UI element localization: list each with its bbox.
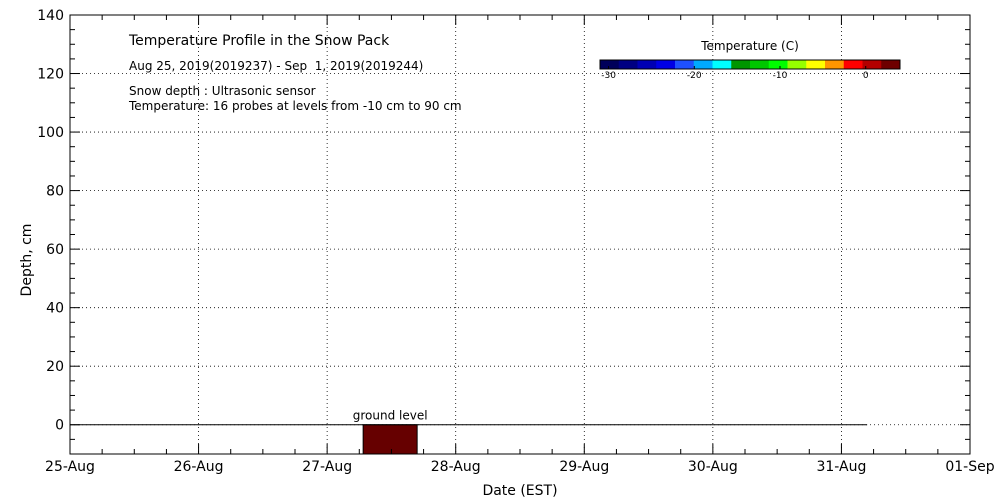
colorbar-cell	[656, 60, 676, 69]
annotation-snow-depth: Snow depth : Ultrasonic sensor	[129, 84, 316, 98]
temperature-block	[362, 424, 418, 455]
colorbar-label: Temperature (C)	[700, 39, 799, 53]
plot-content: ground level	[70, 409, 868, 455]
y-axis-label: Depth, cm	[19, 224, 35, 297]
colorbar-cell	[787, 60, 807, 69]
ground-level-label: ground level	[353, 409, 428, 423]
x-tick-label: 26-Aug	[174, 459, 224, 475]
chart-title: Temperature Profile in the Snow Pack	[128, 33, 390, 49]
y-tick-label: 60	[46, 242, 64, 258]
colorbar-cell	[768, 60, 788, 69]
y-tick-label: 20	[46, 359, 64, 375]
colorbar-tick-label: 0	[863, 71, 869, 81]
x-tick-label: 28-Aug	[431, 459, 481, 475]
y-axis-tick-labels: 0 20 40 60 80 100 120 140	[37, 8, 64, 434]
grid-lines	[70, 15, 970, 454]
colorbar-cell	[600, 60, 620, 69]
colorbar-cell	[637, 60, 657, 69]
colorbar-cell	[862, 60, 882, 69]
y-tick-label: 40	[46, 301, 64, 317]
annotation-temperature-probes: Temperature: 16 probes at levels from -1…	[128, 99, 462, 113]
colorbar-tick-label: -10	[773, 71, 788, 81]
axis-ticks	[69, 14, 971, 455]
plot-frame	[69, 14, 971, 455]
x-tick-label: 31-Aug	[816, 459, 866, 475]
y-tick-label: 140	[37, 8, 64, 24]
colorbar-cell	[618, 60, 638, 69]
y-tick-label: 80	[46, 184, 64, 200]
x-axis-label: Date (EST)	[482, 483, 557, 499]
colorbar-frame	[599, 59, 901, 70]
colorbar-cell	[843, 60, 863, 69]
x-tick-label: 27-Aug	[302, 459, 352, 475]
x-tick-label: 25-Aug	[45, 459, 95, 475]
x-tick-label: 01-Sep	[945, 459, 994, 475]
colorbar-cell	[750, 60, 770, 69]
colorbar-tick-label: -30	[601, 71, 616, 81]
colorbar-tick-label: -20	[687, 71, 702, 81]
y-tick-label: 100	[37, 125, 64, 141]
colorbar-cell	[881, 60, 901, 69]
x-tick-label: 30-Aug	[688, 459, 738, 475]
x-axis-tick-labels: 25-Aug 26-Aug 27-Aug 28-Aug 29-Aug 30-Aug 31-A…	[45, 459, 995, 475]
temperature-colorbar: Temperature (C) -30 -20 -10 0	[599, 39, 901, 81]
colorbar-cell	[731, 60, 751, 69]
x-tick-label: 29-Aug	[559, 459, 609, 475]
y-tick-label: 120	[37, 67, 64, 83]
colorbar-cell	[806, 60, 826, 69]
colorbar-cell	[825, 60, 845, 69]
y-tick-label: 0	[55, 418, 64, 434]
colorbar-cell	[712, 60, 732, 69]
chart-subtitle: Aug 25, 2019(2019237) - Sep 1, 2019(2019…	[129, 59, 423, 73]
colorbar-cell	[693, 60, 713, 69]
colorbar-cell	[675, 60, 695, 69]
